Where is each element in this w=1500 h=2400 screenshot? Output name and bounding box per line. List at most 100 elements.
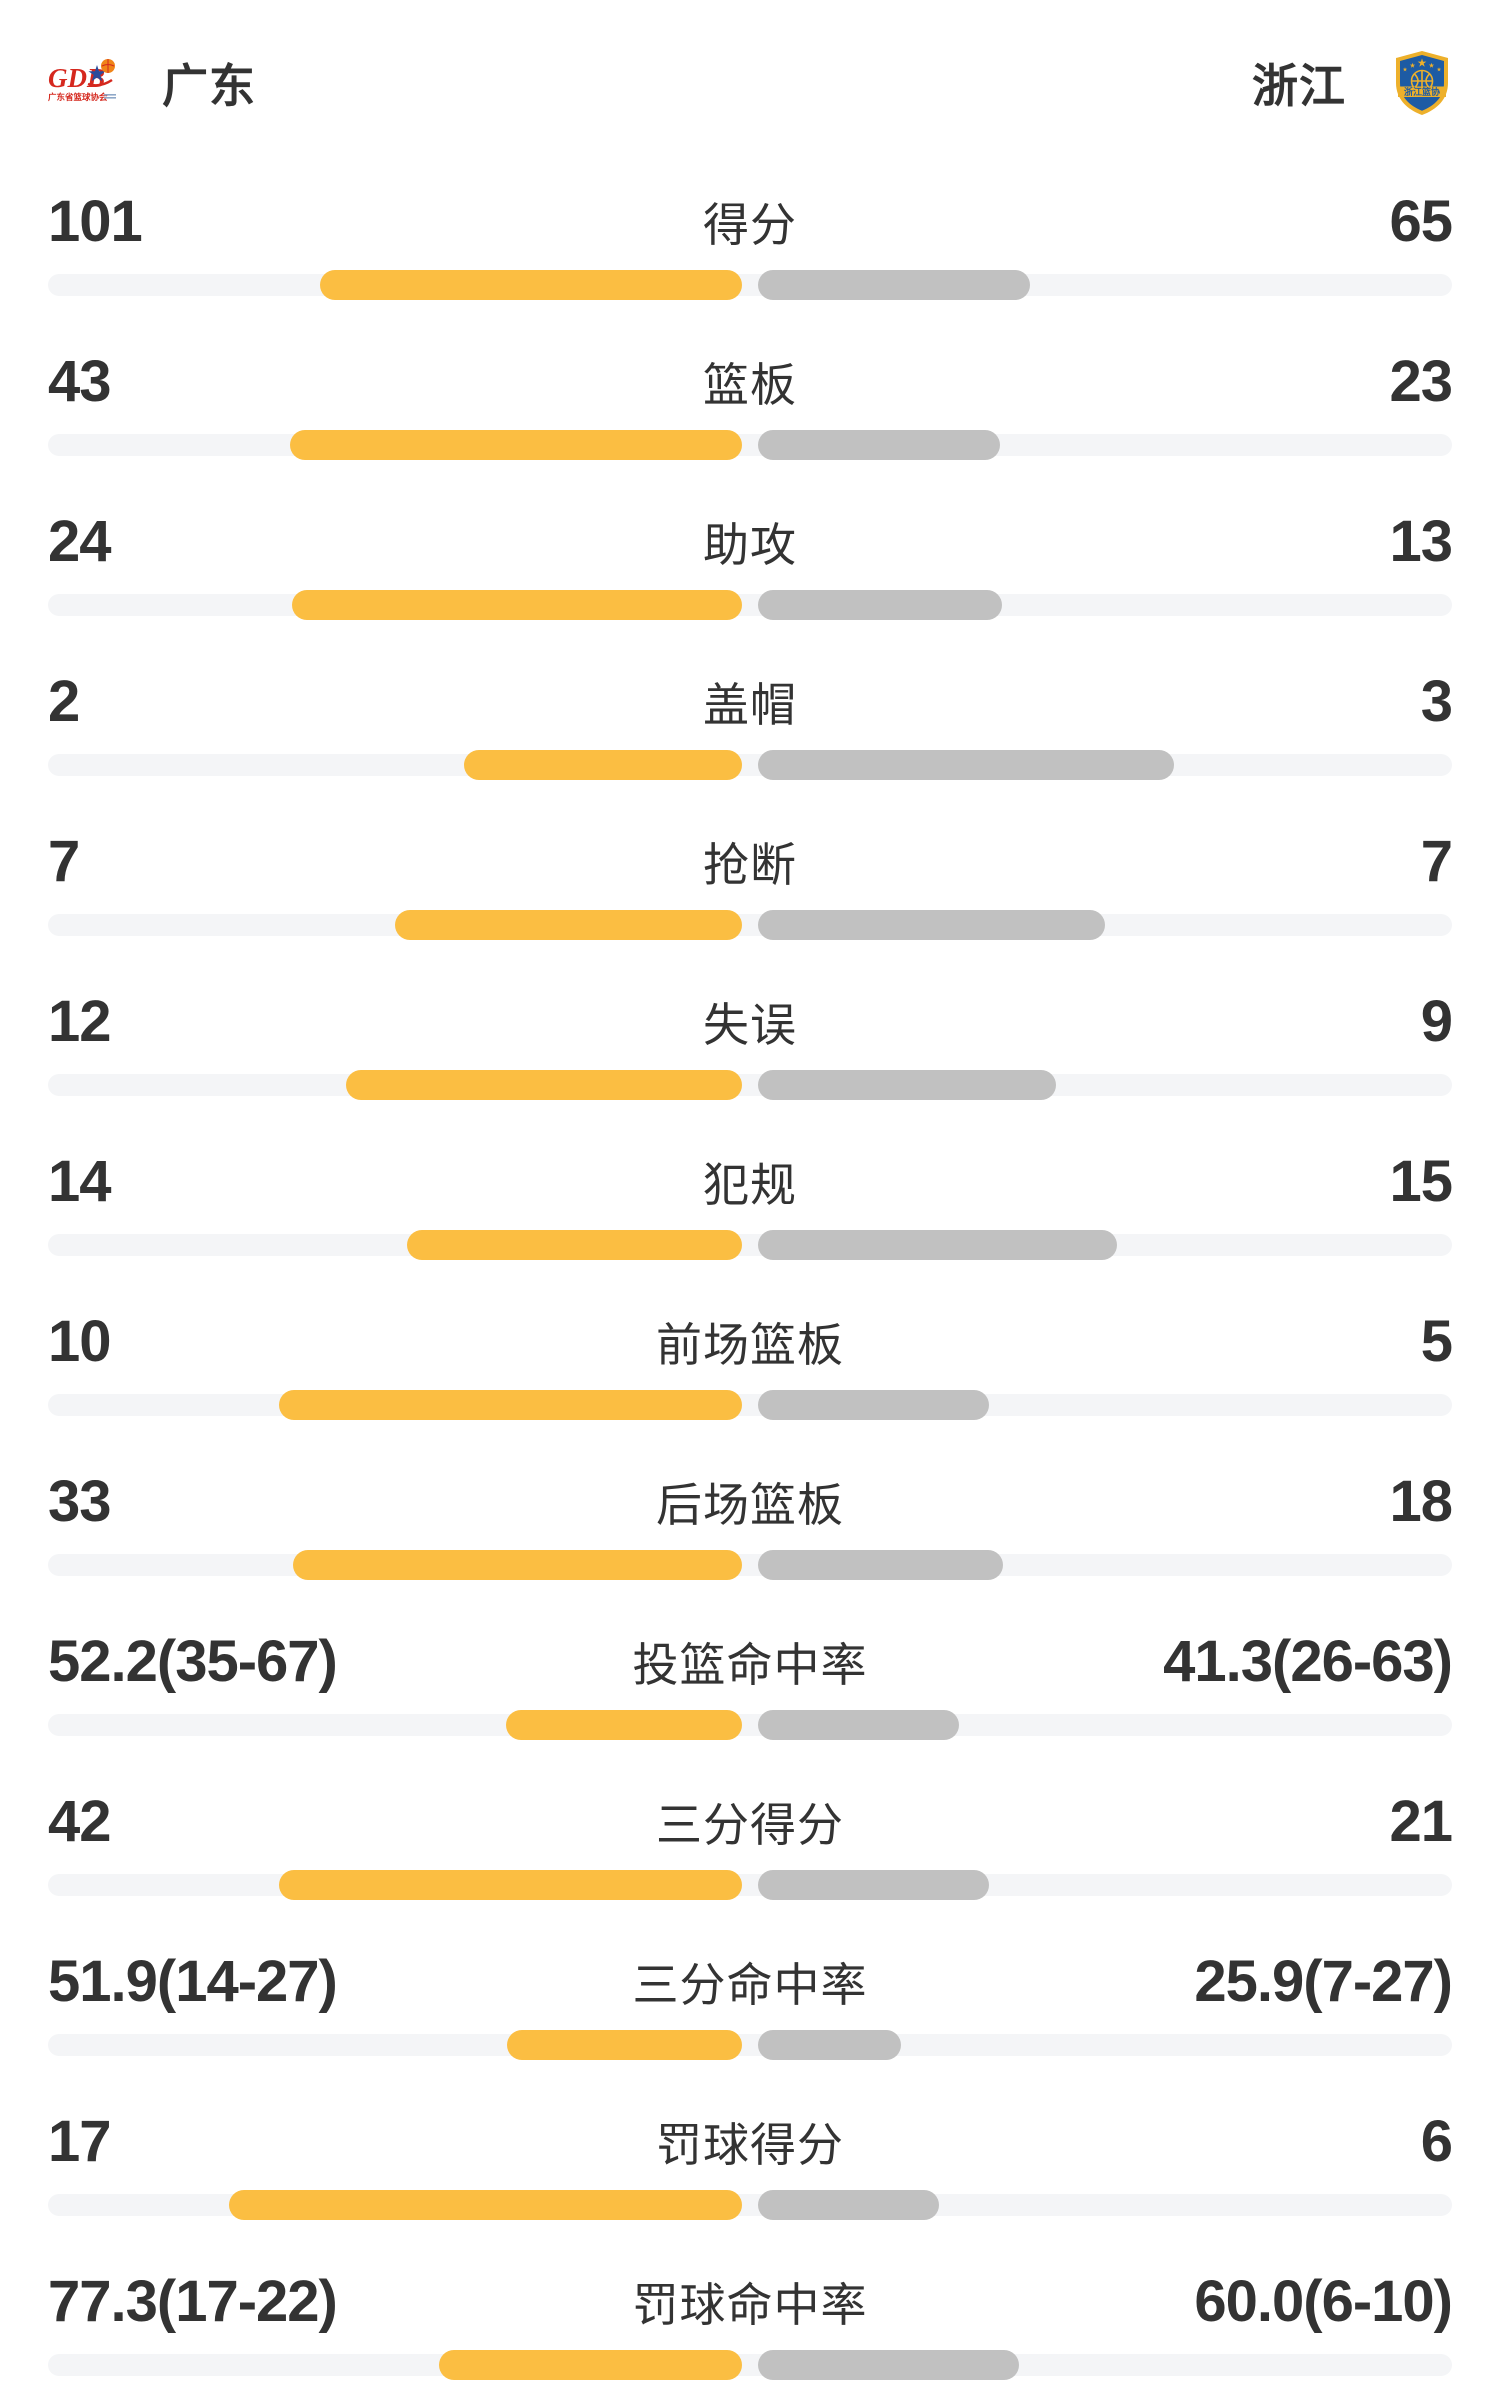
stat-row: 43 篮板 23 <box>48 349 1453 460</box>
bar-track <box>48 2034 1452 2056</box>
stat-row: 42 三分得分 21 <box>48 1789 1453 1900</box>
stat-label: 盖帽 <box>703 679 797 731</box>
away-bar <box>758 430 1000 460</box>
stat-label: 篮板 <box>703 359 797 411</box>
away-stat-value: 60.0(6-10) <box>1194 2269 1453 2334</box>
home-bar <box>289 430 742 460</box>
stat-label: 犯规 <box>703 1159 797 1211</box>
away-stat-value: 15 <box>1389 1149 1453 1214</box>
away-stat-value: 7 <box>1420 829 1453 894</box>
home-stat-value: 12 <box>48 989 112 1054</box>
bar-track <box>48 1714 1452 1736</box>
away-stat-value: 23 <box>1389 349 1453 414</box>
home-stat-value: 42 <box>48 1789 112 1854</box>
stats-comparison-list: 101 得分 65 43 篮板 23 24 助攻 13 <box>48 189 1453 2380</box>
stat-label: 投篮命中率 <box>632 1639 868 1691</box>
away-stat-value: 3 <box>1420 669 1453 734</box>
stat-row: 10 前场篮板 5 <box>48 1309 1453 1420</box>
away-bar <box>758 590 1002 620</box>
home-stat-value: 2 <box>48 669 80 734</box>
home-bar <box>345 1070 742 1100</box>
home-team-name: 广东 <box>162 60 256 112</box>
away-stat-value: 25.9(7-27) <box>1194 1949 1453 2014</box>
home-bar <box>279 1870 742 1900</box>
stat-row: 101 得分 65 <box>48 189 1453 300</box>
stat-label: 助攻 <box>703 519 797 571</box>
home-stat-value: 14 <box>48 1149 112 1214</box>
home-stat-value: 51.9(14-27) <box>48 1949 338 2014</box>
stat-label: 失误 <box>703 999 797 1051</box>
away-stat-value: 65 <box>1389 189 1453 254</box>
home-bar <box>438 2350 742 2380</box>
stat-row: 12 失误 9 <box>48 989 1453 1100</box>
bar-track <box>48 1394 1452 1416</box>
shield-stars-icon <box>1402 58 1442 72</box>
home-stat-value: 10 <box>48 1309 112 1374</box>
away-bar <box>758 750 1175 780</box>
stat-label: 前场篮板 <box>656 1319 844 1371</box>
zhejiang-shield-logo: 浙江篮协 <box>1396 51 1448 115</box>
stat-label: 后场篮板 <box>656 1479 844 1531</box>
home-stat-value: 77.3(17-22) <box>48 2269 338 2334</box>
away-stat-value: 18 <box>1389 1469 1453 1534</box>
stat-label: 罚球命中率 <box>632 2279 868 2331</box>
away-bar <box>758 2350 1019 2380</box>
stat-label: 得分 <box>703 199 797 251</box>
shield-banner <box>1398 86 1446 97</box>
away-bar <box>758 1390 990 1420</box>
stat-row: 51.9(14-27) 三分命中率 25.9(7-27) <box>48 1949 1453 2060</box>
match-header: GDB 广东省篮球协会 广东 浙江 <box>48 50 1452 116</box>
away-bar <box>758 910 1105 940</box>
shield-banner-text: 浙江篮协 <box>1404 86 1440 97</box>
home-bar <box>506 1710 742 1740</box>
stat-label: 罚球得分 <box>656 2119 844 2171</box>
home-bar <box>506 2030 742 2060</box>
stat-label: 抢断 <box>703 839 797 891</box>
bar-track <box>48 434 1452 456</box>
away-stat-value: 6 <box>1420 2109 1453 2174</box>
home-bar <box>320 270 742 300</box>
home-bar <box>291 590 742 620</box>
stat-row: 17 罚球得分 6 <box>48 2109 1453 2220</box>
away-bar <box>758 270 1031 300</box>
bar-track <box>48 1074 1452 1096</box>
home-stat-value: 43 <box>48 349 112 414</box>
home-stat-value: 33 <box>48 1469 112 1534</box>
bar-track <box>48 2354 1452 2376</box>
home-stat-value: 17 <box>48 2109 112 2174</box>
stat-label: 三分命中率 <box>632 1959 868 2011</box>
away-bar <box>758 1710 960 1740</box>
home-bar <box>406 1230 742 1260</box>
stat-row: 52.2(35-67) 投篮命中率 41.3(26-63) <box>48 1629 1453 1740</box>
home-bar <box>292 1550 742 1580</box>
away-bar <box>758 1550 1003 1580</box>
home-bar <box>464 750 742 780</box>
stat-row: 2 盖帽 3 <box>48 669 1453 780</box>
stat-row: 77.3(17-22) 罚球命中率 60.0(6-10) <box>48 2269 1453 2380</box>
away-bar <box>758 2190 940 2220</box>
bar-track <box>48 1874 1452 1896</box>
bar-track <box>48 274 1452 296</box>
away-stat-value: 21 <box>1389 1789 1453 1854</box>
home-bar <box>229 2190 742 2220</box>
away-stat-value: 9 <box>1420 989 1453 1054</box>
home-stat-value: 52.2(35-67) <box>48 1629 338 1694</box>
stat-label: 三分得分 <box>656 1799 844 1851</box>
home-bar <box>279 1390 742 1420</box>
stat-row: 7 抢断 7 <box>48 829 1453 940</box>
away-stat-value: 41.3(26-63) <box>1163 1629 1453 1694</box>
bar-track <box>48 1234 1452 1256</box>
away-stat-value: 5 <box>1420 1309 1453 1374</box>
gdba-star-icon <box>88 65 106 82</box>
stat-row: 33 后场篮板 18 <box>48 1469 1453 1580</box>
home-team-header: GDB 广东省篮球协会 广东 <box>48 50 256 116</box>
home-stat-value: 101 <box>48 189 143 254</box>
home-stat-value: 24 <box>48 509 112 574</box>
bar-track <box>48 1554 1452 1576</box>
away-team-header: 浙江 浙江篮协 <box>1252 50 1452 116</box>
away-team-name: 浙江 <box>1252 60 1346 112</box>
gdba-logo-subtext: 广东省篮球协会 <box>48 92 108 102</box>
away-bar <box>758 1070 1056 1100</box>
home-bar <box>395 910 742 940</box>
